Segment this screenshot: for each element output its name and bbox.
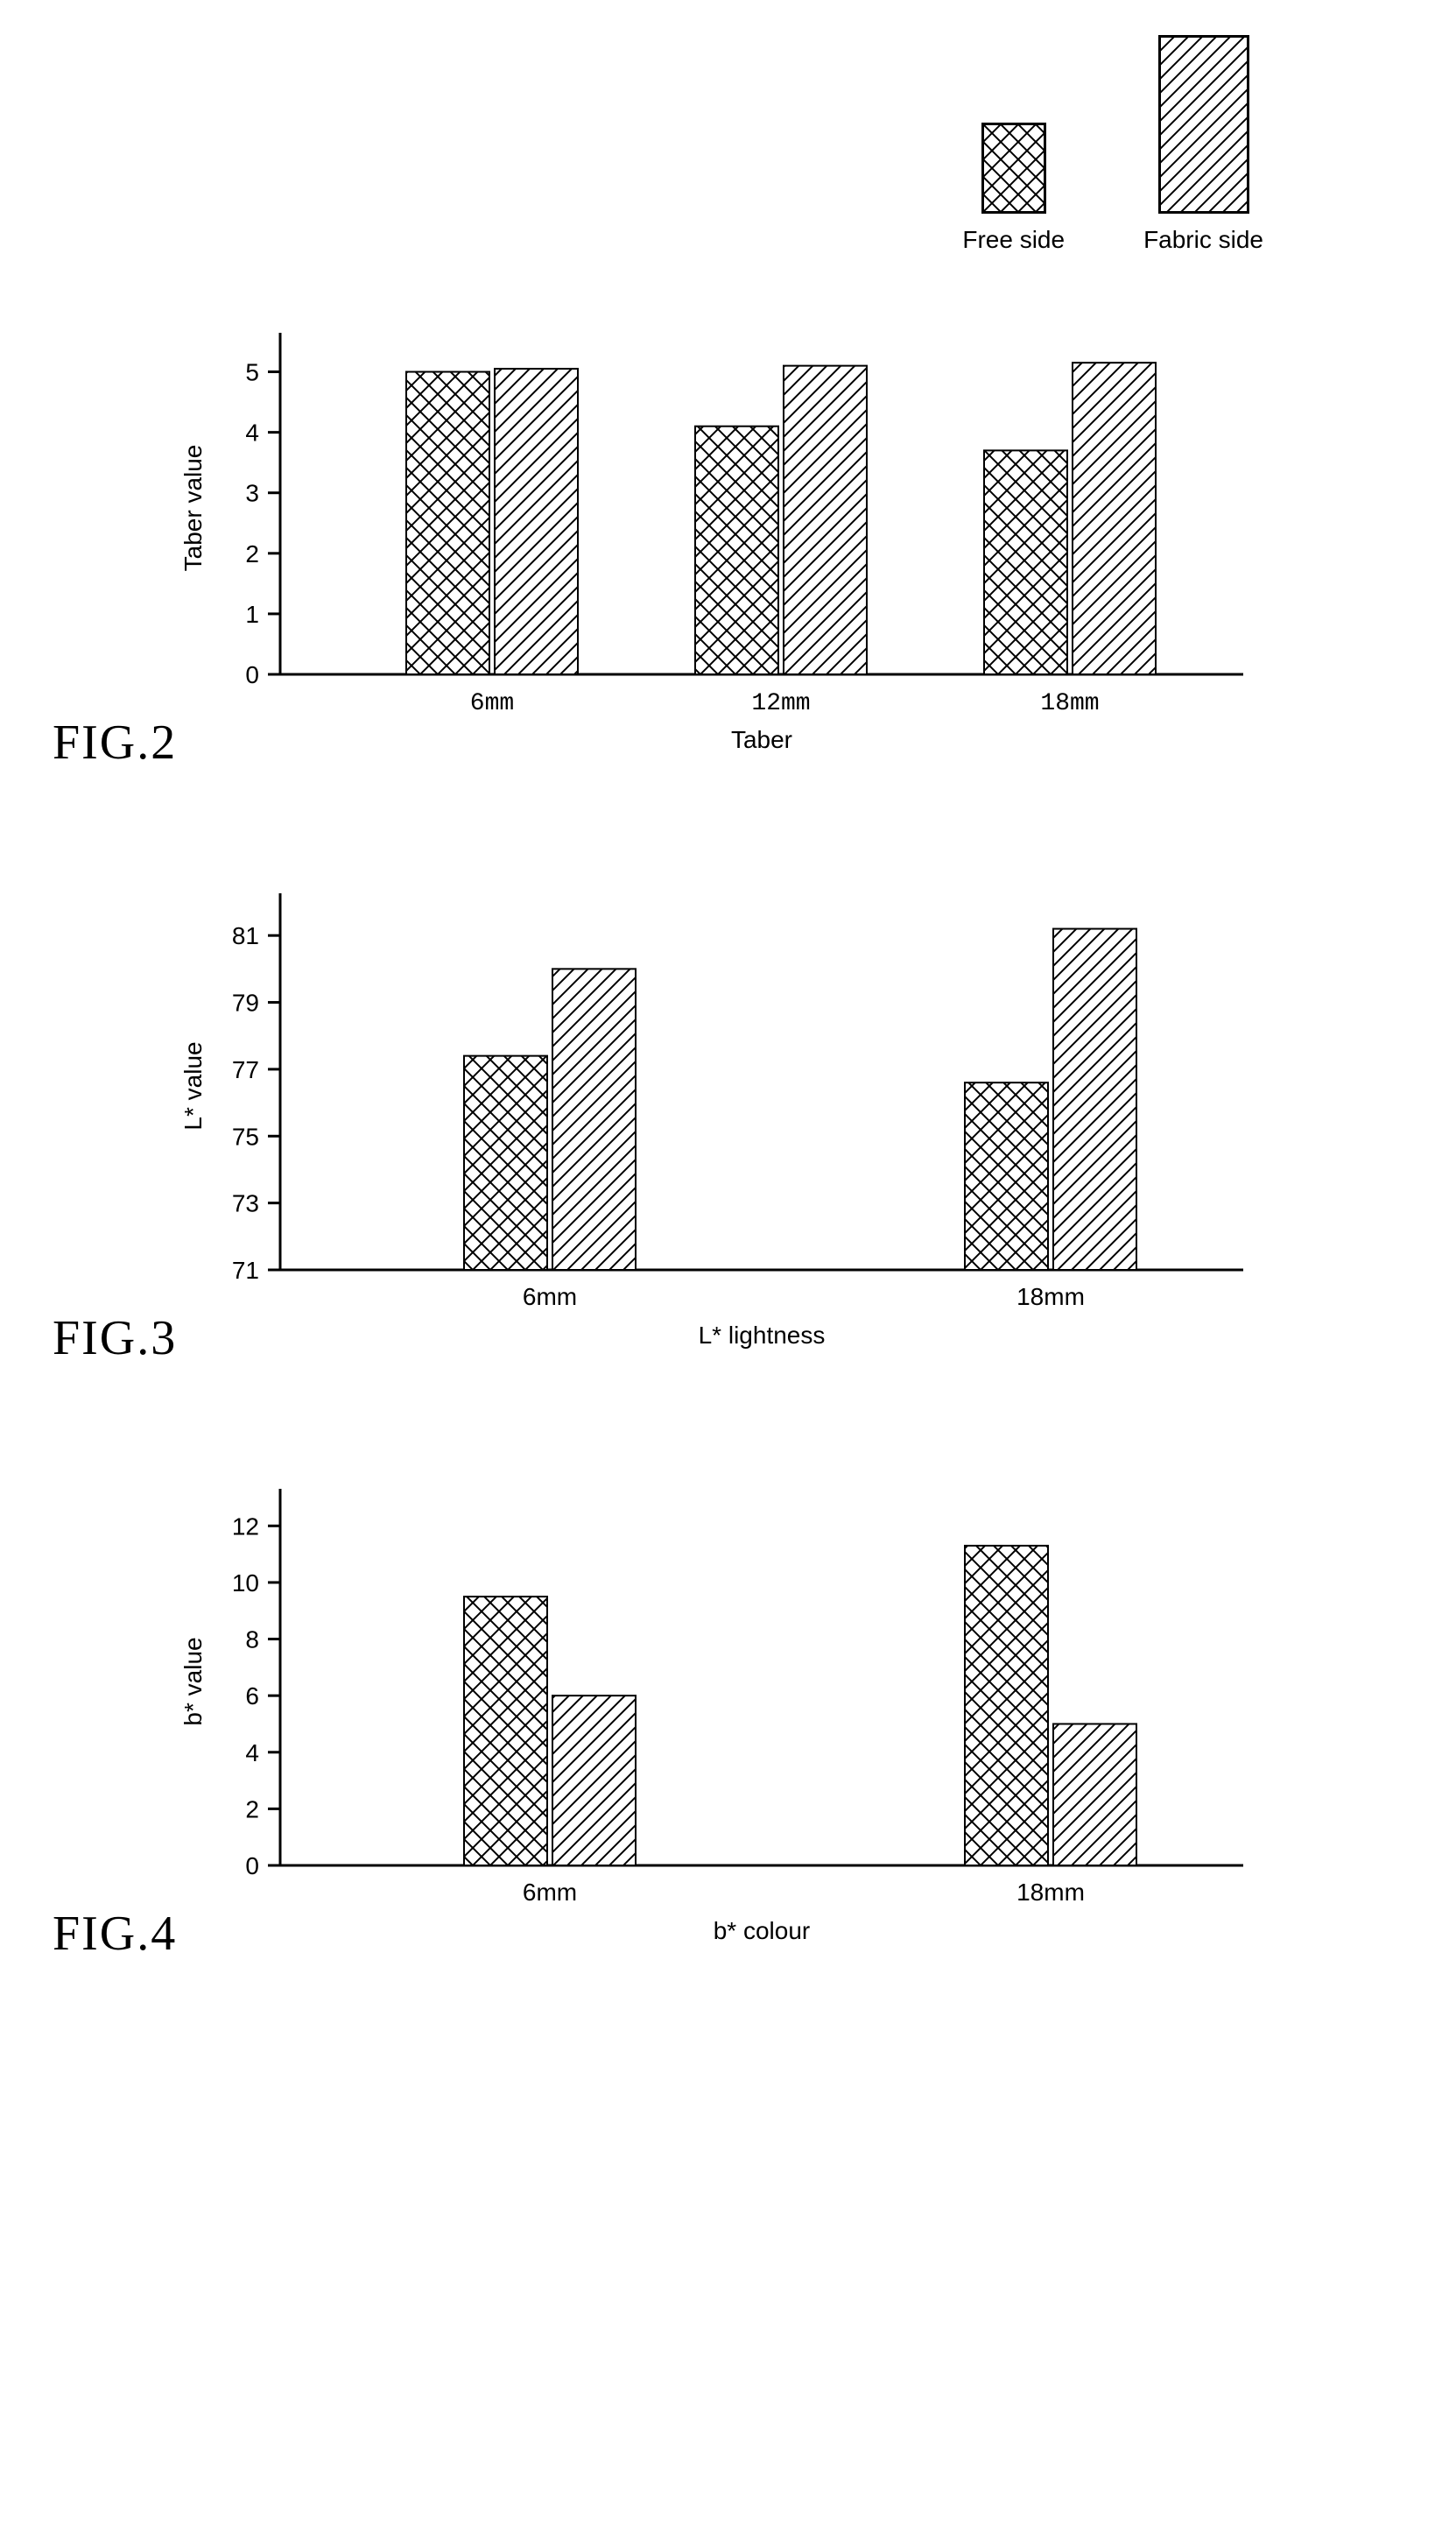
charts-container: 012345Taber value6mm12mm18mmTaberFIG.271… (53, 307, 1403, 1953)
bar (984, 450, 1067, 674)
chart-svg-fig3: 71 73 75 77 79 81 L* value 6mm 18mm L* lightness (158, 867, 1296, 1357)
ytick-label: 8 (245, 1626, 259, 1653)
y-axis-label: L* value (179, 1041, 207, 1130)
ytick-label: 75 (232, 1123, 259, 1150)
ytick-label: 1 (245, 601, 259, 628)
bar (965, 1546, 1048, 1865)
bar (784, 366, 867, 674)
ytick-label: 12 (232, 1512, 259, 1540)
y-axis-label: b* value (179, 1637, 207, 1725)
x-axis-label: Taber (731, 726, 792, 753)
bar (1073, 363, 1156, 674)
figure-label: FIG.2 (53, 715, 177, 771)
page: Free side Fabric side 012345Taber value6… (0, 0, 1456, 2128)
category-label: 18mm (1040, 690, 1099, 717)
ytick-label: 2 (245, 540, 259, 568)
bar (464, 1056, 547, 1270)
legend-item-fabric-side: Fabric side (1143, 35, 1263, 254)
bar (1053, 929, 1136, 1270)
bar (695, 427, 778, 674)
ytick-label: 77 (232, 1056, 259, 1083)
bar (965, 1082, 1048, 1270)
chart-svg-fig4: 0 2 4 6 8 10 12 b* value 6mm 18mm b* colour (158, 1463, 1296, 1953)
ytick-label: 2 (245, 1795, 259, 1822)
ytick-label: 4 (245, 1739, 259, 1766)
ytick-label: 79 (232, 990, 259, 1017)
ytick-label: 6 (245, 1682, 259, 1710)
category-label: 18mm (1016, 1283, 1085, 1310)
legend-swatch-free-side (981, 123, 1046, 214)
ytick-label: 71 (232, 1257, 259, 1284)
category-label: 6mm (523, 1879, 577, 1906)
bar (495, 369, 578, 674)
chart-fig3: 717375777981L* value6mm18mmL* lightnessF… (53, 867, 1403, 1357)
ytick-label: 0 (245, 661, 259, 688)
bar (1053, 1724, 1136, 1865)
legend-label-fabric-side: Fabric side (1143, 226, 1263, 254)
category-label: 12mm (751, 690, 810, 717)
ytick-label: 3 (245, 480, 259, 507)
bar (552, 969, 636, 1270)
ytick-label: 73 (232, 1190, 259, 1217)
y-axis-label: Taber value (179, 445, 207, 572)
x-axis-label: b* colour (714, 1917, 811, 1944)
bar (552, 1696, 636, 1865)
ytick-label: 10 (232, 1569, 259, 1597)
chart-svg-fig2: 0 1 2 3 4 5 Taber value 6mm 12mm 18mm Taber (158, 307, 1296, 762)
legend-item-free-side: Free side (962, 123, 1065, 254)
category-label: 18mm (1016, 1879, 1085, 1906)
x-axis-label: L* lightness (699, 1322, 826, 1349)
figure-label: FIG.3 (53, 1310, 177, 1366)
legend: Free side Fabric side (53, 35, 1403, 254)
ytick-label: 4 (245, 419, 259, 447)
ytick-label: 5 (245, 359, 259, 386)
legend-label-free-side: Free side (962, 226, 1065, 254)
chart-fig2: 012345Taber value6mm12mm18mmTaberFIG.2 (53, 307, 1403, 762)
chart-fig4: 024681012b* value6mm18mmb* colourFIG.4 (53, 1463, 1403, 1953)
ytick-label: 81 (232, 922, 259, 949)
category-label: 6mm (523, 1283, 577, 1310)
ytick-label: 0 (245, 1852, 259, 1879)
legend-swatch-fabric-side (1158, 35, 1249, 214)
bar (406, 372, 489, 674)
category-label: 6mm (470, 690, 514, 717)
bar (464, 1597, 547, 1865)
figure-label: FIG.4 (53, 1906, 177, 1962)
